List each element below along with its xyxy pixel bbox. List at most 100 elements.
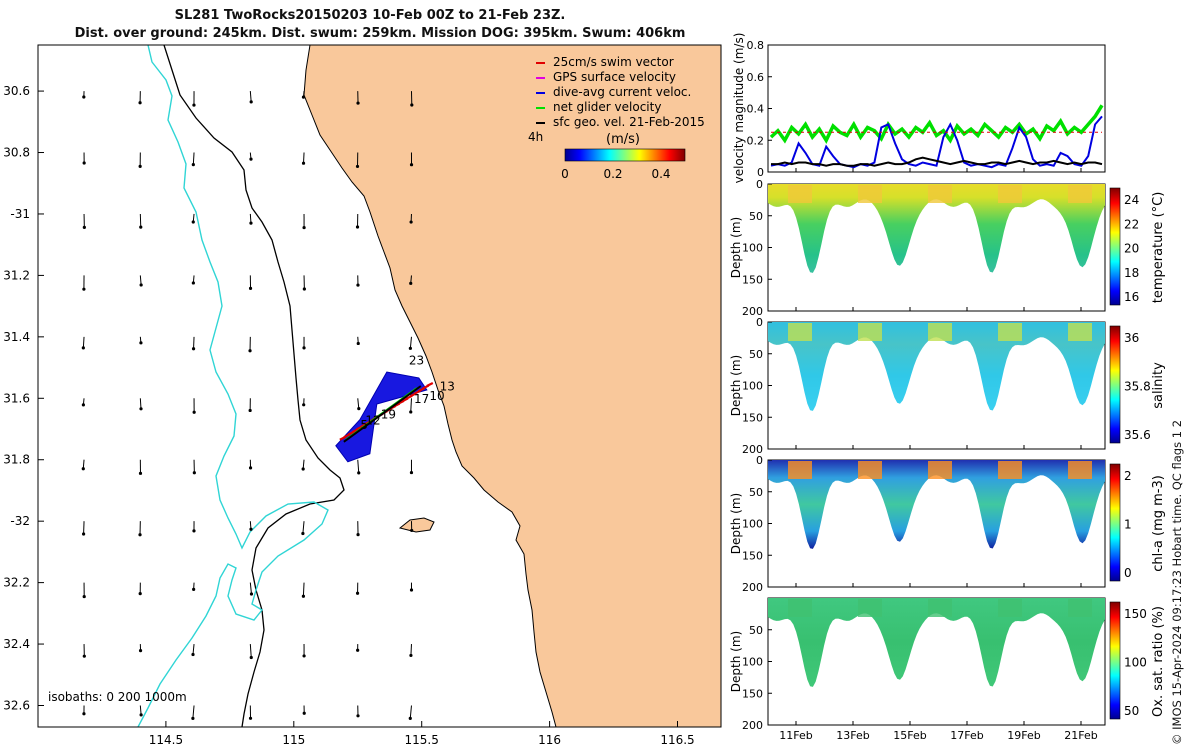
- vel-ytick-label-2: 0.4: [747, 103, 765, 116]
- sfc-geo-arrow: [356, 644, 360, 652]
- sfc-geo-arrow: [301, 521, 305, 536]
- salinity-section-cbar-tick-1: 35.8: [1124, 380, 1151, 394]
- map-ytick-label-8: 32.2: [3, 576, 30, 590]
- sfc-geo-arrow: [356, 336, 360, 346]
- chla-section-ytick-label-4: 200: [742, 581, 763, 594]
- chla-section-field: [768, 460, 1105, 549]
- salinity-section-surface-patch: [858, 323, 882, 341]
- rottnest-island: [398, 517, 435, 533]
- oxygen-section-cbar-tick-2: 50: [1124, 704, 1139, 718]
- temperature-section: 0 50 100 150 200 Depth (m) 24 22 20 18 16 temperatu…: [729, 178, 1166, 318]
- chla-section-ytick-label-0: 0: [756, 454, 763, 467]
- salinity-section-cbar-tick-2: 35.6: [1124, 428, 1151, 442]
- sfc-geo-arrow: [355, 152, 360, 169]
- track-day-label-4: 19: [381, 407, 396, 421]
- temperature-section-cbar-tick-0: 24: [1124, 193, 1139, 207]
- vel-ytick-label-0: 0: [757, 166, 764, 179]
- section-xtick-label-3: 17Feb: [950, 729, 983, 742]
- sfc-geo-arrow: [356, 275, 360, 287]
- sfc-geo-arrow: [81, 336, 85, 350]
- oxygen-section-cbar-tick-0: 150: [1124, 607, 1147, 621]
- temperature-section-surface-patch: [788, 185, 812, 203]
- salinity-section-ylabel: Depth (m): [729, 355, 743, 416]
- sfc-geo-arrow: [409, 582, 414, 592]
- temperature-section-ytick-label-1: 50: [749, 210, 763, 223]
- salinity-section: 0 50 100 150 200 Depth (m) 36 35.8 35.6 salinity: [729, 316, 1166, 456]
- sfc-geo-arrow: [355, 582, 360, 595]
- map-ytick-label-2: -31: [10, 207, 30, 221]
- section-xtick-label-1: 13Feb: [836, 729, 869, 742]
- sfc-geo-arrow: [409, 398, 413, 414]
- sfc-geo-arrow: [192, 521, 196, 533]
- salinity-section-surface-patch: [998, 323, 1022, 341]
- temperature-section-surface-patch: [998, 185, 1022, 203]
- sfc-geo-arrow: [249, 213, 253, 225]
- sfc-geo-arrow: [248, 398, 252, 413]
- legend-item-4: sfc geo. vel. 21-Feb-2015: [553, 115, 705, 129]
- map-ytick-label-1: 30.8: [3, 146, 30, 160]
- oxygen-section-surface-patch: [858, 599, 882, 617]
- sfc-geo-arrow: [301, 582, 306, 598]
- legend-item-0: 25cm/s swim vector: [553, 55, 674, 69]
- chla-section-cbar-label: chl-a (mg m-3): [1151, 475, 1166, 572]
- chla-section-surface-patch: [928, 461, 952, 479]
- sfc-geo-velocity-field: [81, 91, 414, 720]
- sfc-geo-arrow: [192, 459, 196, 475]
- sfc-geo-arrow: [409, 152, 414, 167]
- sfc-geo-arrow: [301, 459, 305, 471]
- chla-section-colorbar: [1109, 463, 1121, 582]
- map-ytick-label-6: 31.8: [3, 453, 30, 467]
- temperature-section-ytick-label-2: 100: [742, 242, 763, 255]
- map-ytick-label-5: 31.6: [3, 391, 30, 405]
- vel-ytick-label-3: 0.6: [747, 71, 765, 84]
- oxygen-section-ytick-label-1: 100: [742, 656, 763, 669]
- map-ytick-label-9: 32.4: [3, 637, 30, 651]
- oxygen-section-cbar-tick-1: 100: [1124, 656, 1147, 670]
- track-day-label-5: 12: [365, 413, 380, 427]
- sfc-geo-arrow: [410, 521, 414, 533]
- legend-cbar-tick-0: 0: [561, 167, 569, 181]
- sfc-geo-arrow: [248, 459, 253, 470]
- sfc-geo-arrow: [357, 459, 361, 475]
- salinity-section-cbar-tick-0: 36: [1124, 331, 1139, 345]
- map-xtick-label-1: 115: [282, 733, 305, 747]
- sfc-geo-arrow: [139, 336, 143, 345]
- sfc-geo-arrow: [408, 336, 412, 350]
- salinity-section-field: [768, 322, 1105, 411]
- map-axes: 114.5 115 115.5 116 116.5 30.6 30.8 -31 31.2 31.4…: [3, 84, 694, 747]
- map-ytick-label-4: 31.4: [3, 330, 30, 344]
- temperature-section-ytick-label-0: 0: [756, 178, 763, 191]
- track-day-label-3: 17: [414, 392, 429, 406]
- salinity-section-surface-patch: [1068, 323, 1092, 341]
- track-day-label-0: 23: [409, 353, 424, 367]
- legend-duration-label: 4h: [528, 130, 543, 144]
- chla-section-cbar-tick-0: 2: [1124, 469, 1132, 483]
- isobath-1000: [137, 45, 329, 727]
- map-xtick-label-3: 116: [538, 733, 561, 747]
- map-ytick-label-7: -32: [10, 514, 30, 528]
- sfc-geo-arrow: [192, 582, 196, 591]
- imos-watermark: © IMOS 15-Apr-2024 09:17:23 Hobart time.…: [1170, 419, 1184, 745]
- salinity-section-ytick-label-1: 50: [749, 348, 763, 361]
- legend-colorbar: [564, 148, 686, 162]
- track-day-label-6: 5: [360, 418, 368, 432]
- temperature-section-ylabel: Depth (m): [729, 217, 743, 278]
- velocity-ylabel: velocity magnitude (m/s): [732, 33, 746, 184]
- sfc-geo-arrow: [82, 91, 86, 99]
- oxygen-section-field: [768, 598, 1105, 687]
- sfc-geo-arrow: [82, 213, 86, 229]
- chla-section-surface-patch: [788, 461, 812, 479]
- map-xtick-label-0: 114.5: [149, 733, 183, 747]
- sfc-geo-arrow: [192, 91, 196, 107]
- sfc-geo-arrow: [409, 644, 413, 658]
- sfc-geo-arrow: [248, 275, 253, 290]
- oxygen-section-ylabel: Depth (m): [729, 631, 743, 692]
- temperature-section-ytick-label-4: 200: [742, 305, 763, 318]
- map-xtick-label-4: 116.5: [660, 733, 694, 747]
- sfc-geo-arrow: [191, 336, 196, 351]
- chla-section-ytick-label-2: 100: [742, 518, 763, 531]
- legend-item-1: GPS surface velocity: [553, 70, 676, 84]
- chla-section: 0 50 100 150 200 Depth (m) 2 1 0 chl-a (mg m-3): [729, 454, 1166, 594]
